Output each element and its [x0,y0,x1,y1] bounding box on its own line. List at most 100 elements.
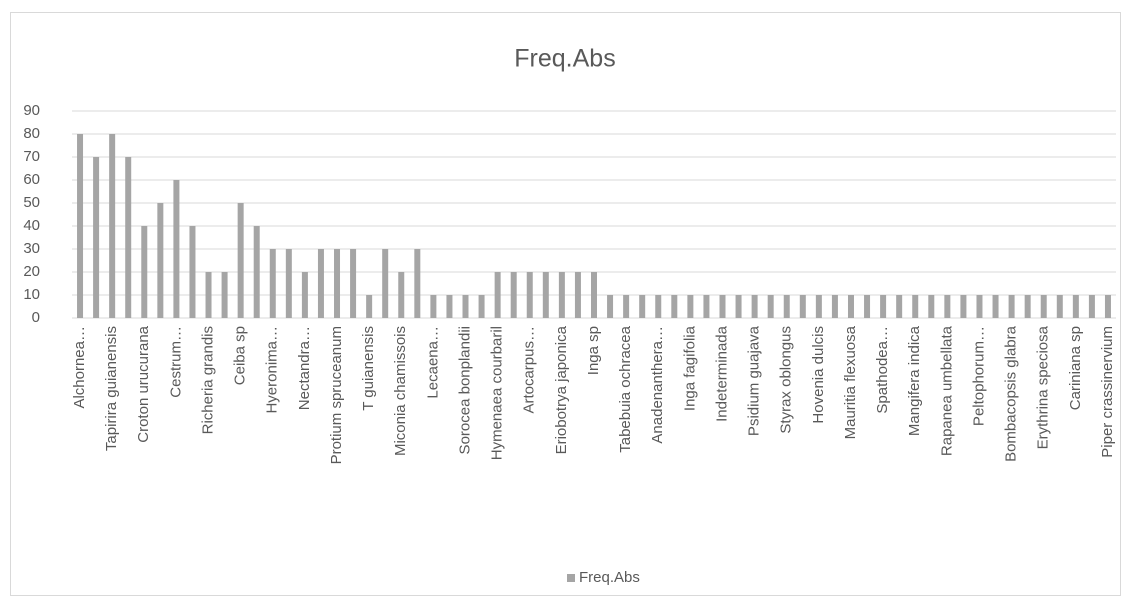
bar [976,295,983,318]
bar [623,295,630,318]
x-tick-label: Croton urucurana [135,325,152,442]
x-tick-label: Eriobotrya japonica [553,325,570,454]
bar [237,203,244,318]
bar [382,249,389,318]
y-tick-label: 50 [23,194,40,211]
x-tick-label: Hyeronima… [264,326,281,414]
x-tick-label: Indeterminada [713,325,730,422]
x-tick-label: Rapanea umbellata [938,325,955,456]
bar [703,295,710,318]
bar [574,272,581,318]
bar [847,295,854,318]
bar [189,226,196,318]
bar [719,295,726,318]
bar [77,134,84,318]
x-tick-label: Ceiba sp [232,326,249,385]
bar [141,226,148,318]
x-tick-label: Peltophorum… [970,326,987,426]
bar [655,295,662,318]
x-tick-label: Hymenaea courbaril [489,326,506,460]
bar [542,272,549,318]
bar [125,157,132,318]
y-tick-label: 30 [23,240,40,257]
bar [494,272,501,318]
x-tick-label: Spathodea… [874,326,891,414]
x-tick-label: Bombacopsis glabra [1003,325,1020,462]
y-tick-label: 40 [23,217,40,234]
bar [205,272,212,318]
bar [109,134,116,318]
bar [799,295,806,318]
bar [221,272,228,318]
x-tick-label: Alchornea… [71,326,88,409]
x-tick-label: Miconia chamissois [392,326,409,456]
bar [1056,295,1063,318]
bar [831,295,838,318]
x-tick-label: Lecaena… [424,326,441,399]
bar [896,295,903,318]
bar [1088,295,1095,318]
chart-title: Freq.Abs [514,45,615,73]
x-tick-label: Inga fagifolia [681,325,698,411]
x-tick-label: Cariniana sp [1067,326,1084,410]
x-tick-label: Protium spruceanum [328,326,345,464]
bar [751,295,758,318]
x-tick-label: Psidium guajava [746,325,763,436]
bar [269,249,276,318]
legend-label: Freq.Abs [579,569,640,586]
y-tick-label: 0 [32,309,40,326]
bar [478,295,485,318]
bar [462,295,469,318]
bar [880,295,887,318]
bar [783,295,790,318]
y-tick-label: 10 [23,286,40,303]
bar [446,295,453,318]
bar [912,295,919,318]
x-tick-label: Tapirira guianensis [103,326,120,451]
bar [430,295,437,318]
bar [334,249,341,318]
x-tick-label: Hovenia dulcis [810,326,827,424]
y-tick-label: 20 [23,263,40,280]
bar [1104,295,1111,318]
bar [366,295,373,318]
y-tick-label: 90 [23,102,40,119]
bar [992,295,999,318]
x-tick-label: Mangifera indica [906,325,923,436]
bar [767,295,774,318]
x-tick-label: Anadenanthera… [649,326,666,444]
bar [173,180,180,318]
x-tick-label: Artocarpus… [521,326,538,414]
bar [591,272,597,318]
bar [671,295,678,318]
bar [414,249,421,318]
x-tick-label: Erythrina speciosa [1035,325,1052,449]
bar [350,249,357,318]
x-tick-label: Inga sp [585,326,602,375]
bar [687,295,694,318]
bar [735,295,742,318]
y-tick-label: 70 [23,148,40,165]
bar [815,295,822,318]
bar [944,295,951,318]
bar [607,295,614,318]
bar [864,295,871,318]
bar [253,226,260,318]
x-tick-label: Styrax oblongus [778,326,795,434]
bar [526,272,533,318]
x-tick-label: T guianensis [360,326,377,411]
chart-border [10,12,1121,596]
bar [510,272,517,318]
bar [398,272,405,318]
x-tick-label: Richeria grandis [199,326,216,434]
x-tick-label: Piper crassinervium [1099,326,1116,458]
x-tick-label: Sorocea bonplandii [456,326,473,454]
bar [93,157,100,318]
bar [639,295,646,318]
x-tick-label: Mauritia flexuosa [842,325,859,439]
x-tick-label: Cestrum… [167,326,184,398]
x-tick-label: Nectandra… [296,326,313,410]
bar [285,249,292,318]
bar [558,272,565,318]
